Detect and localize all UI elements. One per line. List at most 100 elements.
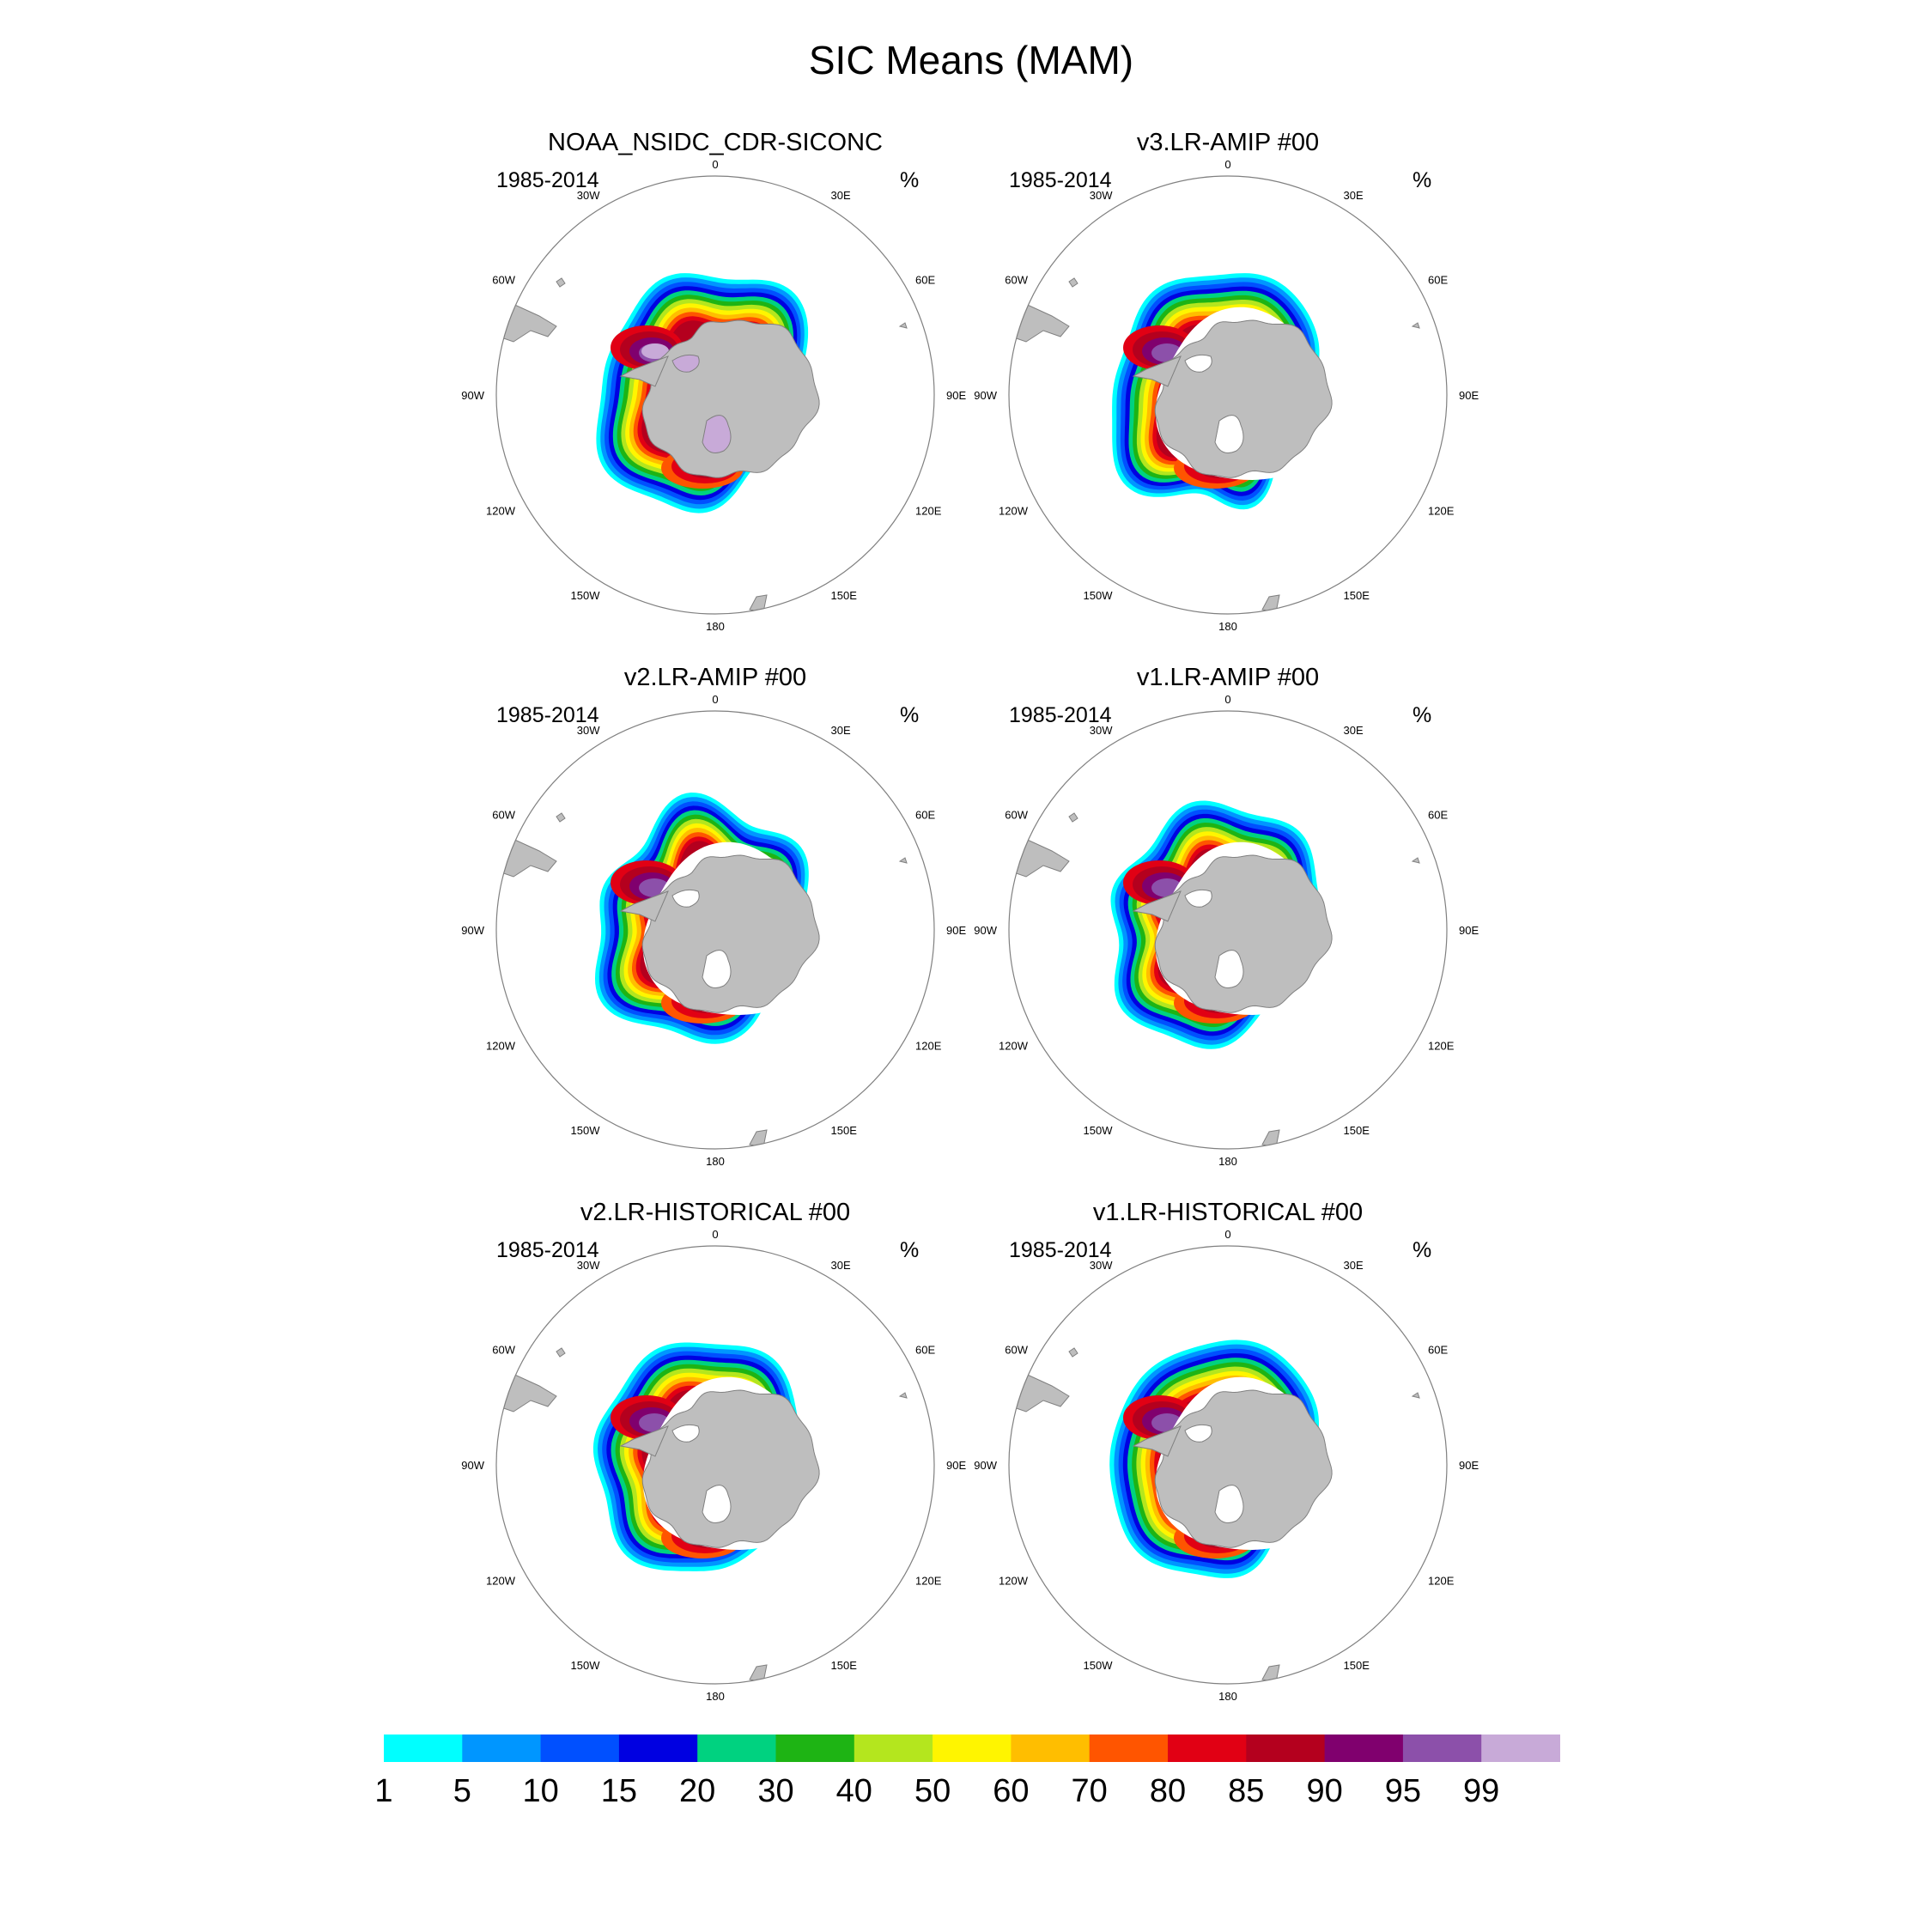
map-border: [495, 175, 935, 615]
island-land: [1411, 322, 1420, 329]
longitude-label: 90E: [1459, 924, 1479, 937]
colorbar-label: 85: [1228, 1773, 1264, 1809]
longitude-label: 30E: [1344, 1259, 1364, 1272]
ronne-ice-shelf: [671, 1424, 700, 1443]
island-land: [556, 277, 566, 288]
longitude-label: 30E: [831, 724, 851, 737]
colorbar-label: 1: [374, 1773, 392, 1809]
longitude-label: 30E: [831, 1259, 851, 1272]
colorbar-label: 15: [601, 1773, 637, 1809]
longitude-label: 180: [706, 1690, 725, 1703]
longitude-label: 30W: [577, 724, 600, 737]
longitude-label: 120W: [486, 505, 516, 518]
longitude-label: 0: [1224, 1228, 1230, 1241]
longitude-label: 150E: [1344, 1659, 1370, 1672]
antarctic-peninsula: [619, 1425, 669, 1457]
colorbar-swatch: [462, 1735, 542, 1762]
colorbar-label: 40: [836, 1773, 872, 1809]
island-land: [1411, 1392, 1420, 1399]
longitude-label: 90W: [974, 389, 997, 402]
longitude-label: 90E: [946, 389, 966, 402]
colorbar-swatch: [1011, 1735, 1091, 1762]
longitude-label: 90E: [1459, 1459, 1479, 1472]
panel-period: 1985-2014: [496, 1238, 599, 1262]
map-panel: 0 30E 60E 90E 120E 150E 180 150W 120W 90W 60W 30W v3…: [974, 129, 1479, 633]
map-content: [1009, 1340, 1420, 1683]
longitude-label: 60W: [1005, 809, 1028, 822]
longitude-label: 180: [706, 620, 725, 633]
ross-ice-shelf: [702, 950, 732, 988]
colorbar-label: 70: [1072, 1773, 1108, 1809]
colorbar-swatch: [1481, 1735, 1560, 1762]
longitude-label: 0: [1224, 693, 1230, 706]
longitude-label: 0: [712, 693, 718, 706]
panel-period: 1985-2014: [1009, 703, 1112, 727]
longitude-label: 0: [1224, 158, 1230, 171]
longitude-label: 30E: [1344, 189, 1364, 202]
ronne-ice-shelf: [671, 889, 700, 908]
longitude-label: 150E: [831, 589, 858, 602]
panel-title: v3.LR-AMIP #00: [1137, 129, 1319, 156]
colorbar-label: 20: [679, 1773, 715, 1809]
map-panel: 0 30E 60E 90E 120E 150E 180 150W 120W 90W 60W 30W v1…: [974, 664, 1479, 1168]
colorbar-label: 60: [993, 1773, 1029, 1809]
panel-units: %: [900, 168, 919, 192]
longitude-label: 60W: [492, 809, 515, 822]
colorbar-swatch: [775, 1735, 855, 1762]
longitude-label: 30W: [1090, 1259, 1113, 1272]
longitude-label: 120W: [486, 1040, 516, 1053]
longitude-label: 60E: [915, 1344, 935, 1357]
map-content: [496, 1342, 908, 1683]
ronne-ice-shelf: [1184, 354, 1212, 373]
longitude-label: 90W: [974, 1459, 997, 1472]
island-land: [1411, 857, 1420, 864]
island-land: [898, 1392, 908, 1399]
longitude-label: 120E: [915, 1575, 942, 1588]
map-panel: 0 30E 60E 90E 120E 150E 180 150W 120W 90W 60W 30W v2…: [461, 664, 966, 1168]
island-land: [898, 857, 908, 864]
longitude-label: 90W: [461, 924, 484, 937]
longitude-label: 60E: [1428, 809, 1448, 822]
panel-period: 1985-2014: [496, 168, 599, 192]
ross-ice-shelf: [702, 1485, 732, 1523]
longitude-label: 90E: [946, 924, 966, 937]
longitude-label: 30W: [577, 1259, 600, 1272]
map-content: [1009, 800, 1420, 1148]
island-land: [898, 322, 908, 329]
longitude-label: 60W: [492, 274, 515, 287]
longitude-label: 180: [1218, 1155, 1237, 1168]
antarctic-peninsula: [619, 355, 669, 387]
ross-ice-shelf: [702, 415, 732, 453]
longitude-label: 150W: [571, 1124, 601, 1137]
panel-title: v1.LR-AMIP #00: [1137, 664, 1319, 691]
panel-period: 1985-2014: [1009, 1238, 1112, 1262]
colorbar-label: 30: [757, 1773, 793, 1809]
island-land: [556, 812, 566, 823]
longitude-label: 120E: [915, 505, 942, 518]
map-border: [495, 710, 935, 1150]
colorbar-label: 90: [1306, 1773, 1342, 1809]
map-content: [496, 793, 908, 1148]
colorbar-label: 99: [1463, 1773, 1499, 1809]
longitude-label: 60E: [1428, 274, 1448, 287]
antarctic-peninsula: [1132, 890, 1182, 922]
map-panel: 0 30E 60E 90E 120E 150E 180 150W 120W 90W 60W 30W NO…: [461, 129, 966, 633]
longitude-label: 120E: [1428, 1040, 1455, 1053]
colorbar-swatch: [1089, 1735, 1169, 1762]
colorbar-label: 95: [1385, 1773, 1421, 1809]
colorbar-swatch: [1402, 1735, 1482, 1762]
longitude-label: 90W: [461, 1459, 484, 1472]
longitude-label: 150W: [1084, 589, 1114, 602]
panel-period: 1985-2014: [496, 703, 599, 727]
longitude-label: 0: [712, 1228, 718, 1241]
panel-title: v2.LR-AMIP #00: [624, 664, 806, 691]
map-content: [1009, 273, 1420, 613]
ross-ice-shelf: [1214, 1485, 1244, 1523]
ross-ice-shelf: [1214, 950, 1244, 988]
panel-units: %: [900, 1238, 919, 1262]
longitude-label: 60W: [1005, 1344, 1028, 1357]
longitude-label: 60W: [1005, 274, 1028, 287]
longitude-label: 150E: [1344, 589, 1370, 602]
map-border: [1008, 175, 1448, 615]
